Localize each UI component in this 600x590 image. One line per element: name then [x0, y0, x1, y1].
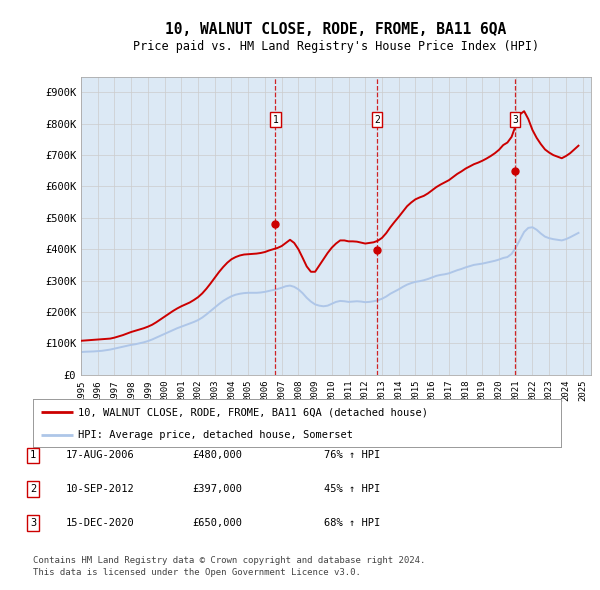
Text: 68% ↑ HPI: 68% ↑ HPI: [324, 518, 380, 527]
Text: £397,000: £397,000: [192, 484, 242, 494]
Text: 2: 2: [374, 115, 380, 125]
Text: 76% ↑ HPI: 76% ↑ HPI: [324, 451, 380, 460]
Text: Contains HM Land Registry data © Crown copyright and database right 2024.
This d: Contains HM Land Registry data © Crown c…: [33, 556, 425, 577]
Text: 17-AUG-2006: 17-AUG-2006: [66, 451, 135, 460]
Text: 10, WALNUT CLOSE, RODE, FROME, BA11 6QA: 10, WALNUT CLOSE, RODE, FROME, BA11 6QA: [166, 22, 506, 37]
Text: 10, WALNUT CLOSE, RODE, FROME, BA11 6QA (detached house): 10, WALNUT CLOSE, RODE, FROME, BA11 6QA …: [78, 407, 428, 417]
Text: 1: 1: [272, 115, 278, 125]
Text: 10-SEP-2012: 10-SEP-2012: [66, 484, 135, 494]
Text: Price paid vs. HM Land Registry's House Price Index (HPI): Price paid vs. HM Land Registry's House …: [133, 40, 539, 53]
Text: 1: 1: [30, 451, 36, 460]
Text: 45% ↑ HPI: 45% ↑ HPI: [324, 484, 380, 494]
Text: 15-DEC-2020: 15-DEC-2020: [66, 518, 135, 527]
Text: 3: 3: [30, 518, 36, 527]
Text: HPI: Average price, detached house, Somerset: HPI: Average price, detached house, Some…: [78, 430, 353, 440]
Text: £650,000: £650,000: [192, 518, 242, 527]
Text: £480,000: £480,000: [192, 451, 242, 460]
Text: 3: 3: [512, 115, 518, 125]
Text: 2: 2: [30, 484, 36, 494]
